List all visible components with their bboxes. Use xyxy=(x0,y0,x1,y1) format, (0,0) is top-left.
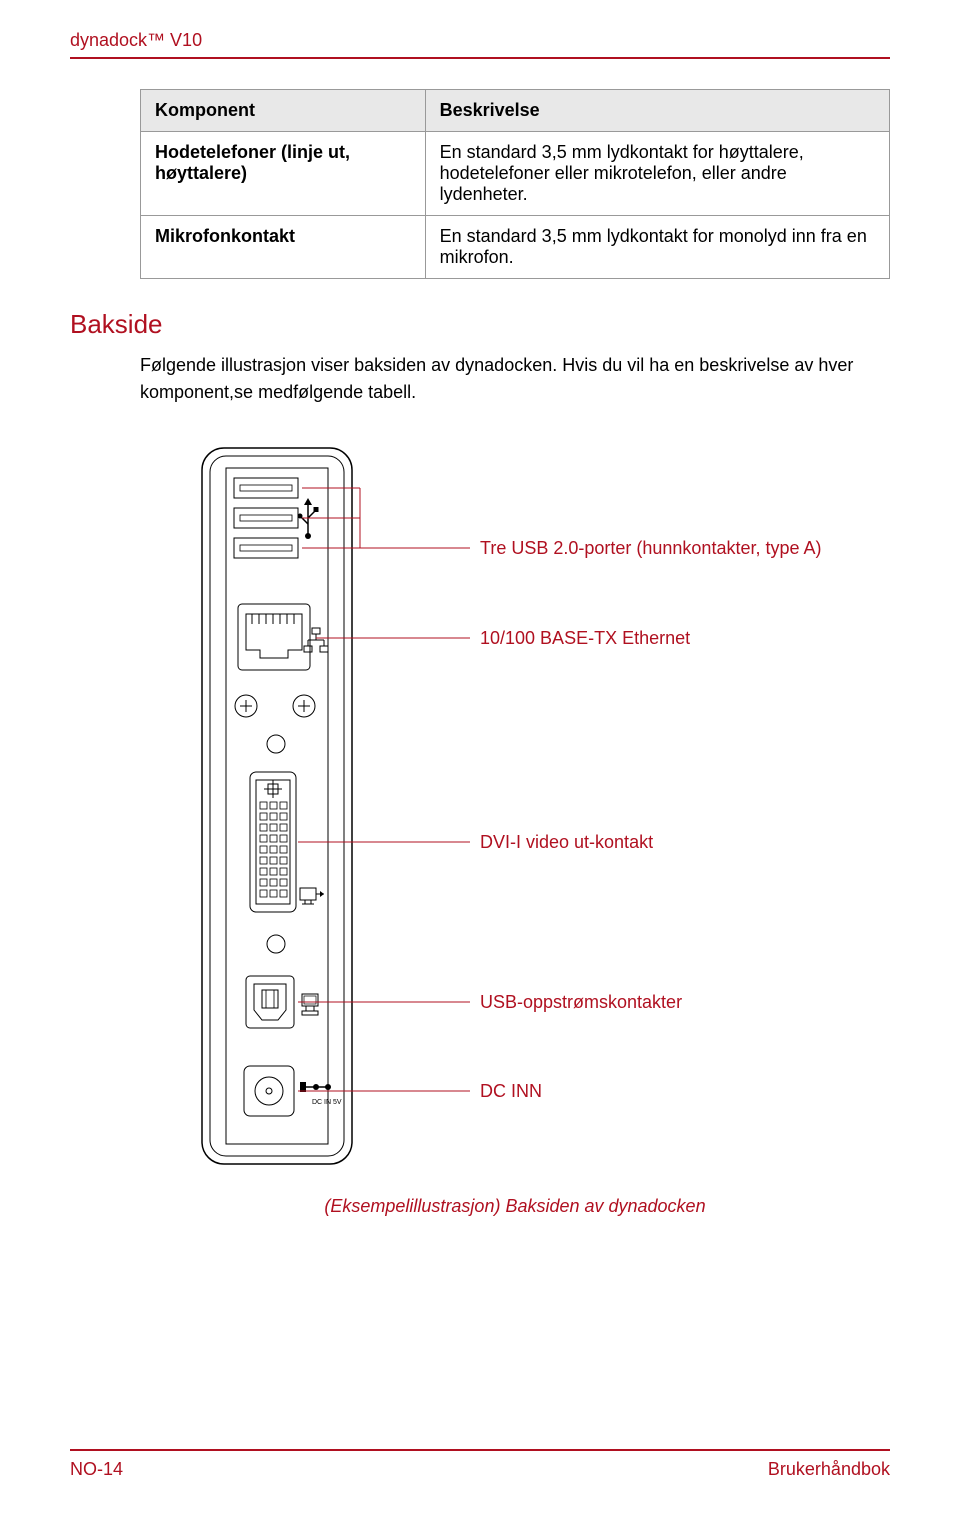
label-dc: DC INN xyxy=(480,1081,542,1102)
footer-right: Brukerhåndbok xyxy=(768,1459,890,1480)
table-row: Mikrofonkontakt En standard 3,5 mm lydko… xyxy=(141,216,890,279)
section-desc: Følgende illustrasjon viser baksiden av … xyxy=(140,352,890,406)
diagram-caption: (Eksempelillustrasjon) Baksiden av dynad… xyxy=(140,1196,890,1217)
diagram-area: DC IN 5V Tre USB 2.0-porter (hunn xyxy=(140,446,890,1226)
cell-desc: En standard 3,5 mm lydkontakt for høytta… xyxy=(425,132,889,216)
label-ethernet: 10/100 BASE-TX Ethernet xyxy=(480,628,690,649)
page-header: dynadock™ V10 xyxy=(70,30,890,59)
label-usb: Tre USB 2.0-porter (hunnkontakter, type … xyxy=(480,538,822,559)
component-table: Komponent Beskrivelse Hodetelefoner (lin… xyxy=(140,89,890,279)
cell-desc: En standard 3,5 mm lydkontakt for monoly… xyxy=(425,216,889,279)
table-header-desc: Beskrivelse xyxy=(425,90,889,132)
label-upstream: USB-oppstrømskontakter xyxy=(480,992,682,1013)
table-header-component: Komponent xyxy=(141,90,426,132)
section-title: Bakside xyxy=(70,309,890,340)
page-content: Komponent Beskrivelse Hodetelefoner (lin… xyxy=(70,89,890,1226)
cell-component: Mikrofonkontakt xyxy=(141,216,426,279)
table-row: Hodetelefoner (linje ut, høyttalere) En … xyxy=(141,132,890,216)
header-title: dynadock™ V10 xyxy=(70,30,202,50)
label-dvi: DVI-I video ut-kontakt xyxy=(480,832,653,853)
cell-component: Hodetelefoner (linje ut, høyttalere) xyxy=(141,132,426,216)
footer-left: NO-14 xyxy=(70,1459,123,1480)
page-footer: NO-14 Brukerhåndbok xyxy=(70,1449,890,1480)
